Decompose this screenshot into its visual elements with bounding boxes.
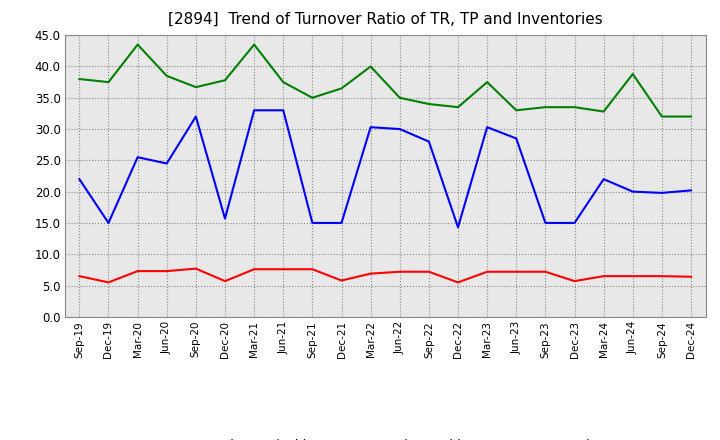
Trade Payables <box>366 125 375 130</box>
Trade Receivables <box>366 271 375 276</box>
Trade Payables <box>657 190 666 195</box>
Trade Receivables <box>541 269 550 275</box>
Trade Receivables <box>395 269 404 275</box>
Trade Payables <box>163 161 171 166</box>
Trade Receivables <box>192 266 200 271</box>
Trade Receivables <box>163 268 171 274</box>
Trade Payables <box>483 125 492 130</box>
Trade Payables <box>395 126 404 132</box>
Trade Receivables <box>337 278 346 283</box>
Trade Receivables <box>599 274 608 279</box>
Trade Receivables <box>570 279 579 284</box>
Trade Payables <box>337 220 346 226</box>
Trade Receivables <box>483 269 492 275</box>
Trade Receivables <box>220 279 229 284</box>
Inventories <box>570 105 579 110</box>
Inventories <box>395 95 404 100</box>
Title: [2894]  Trend of Turnover Ratio of TR, TP and Inventories: [2894] Trend of Turnover Ratio of TR, TP… <box>168 12 603 27</box>
Line: Inventories: Inventories <box>79 44 691 117</box>
Trade Payables <box>220 216 229 221</box>
Inventories <box>366 64 375 69</box>
Inventories <box>599 109 608 114</box>
Inventories <box>541 105 550 110</box>
Trade Payables <box>279 108 287 113</box>
Inventories <box>104 80 113 85</box>
Trade Payables <box>250 108 258 113</box>
Inventories <box>133 42 142 47</box>
Trade Receivables <box>657 274 666 279</box>
Line: Trade Payables: Trade Payables <box>79 110 691 227</box>
Trade Payables <box>104 220 113 226</box>
Inventories <box>629 71 637 77</box>
Inventories <box>483 80 492 85</box>
Trade Receivables <box>454 280 462 285</box>
Trade Payables <box>454 225 462 230</box>
Trade Payables <box>629 189 637 194</box>
Trade Payables <box>425 139 433 144</box>
Trade Receivables <box>512 269 521 275</box>
Line: Trade Receivables: Trade Receivables <box>79 268 691 282</box>
Inventories <box>687 114 696 119</box>
Trade Payables <box>541 220 550 226</box>
Trade Receivables <box>425 269 433 275</box>
Inventories <box>192 84 200 90</box>
Inventories <box>250 42 258 47</box>
Inventories <box>279 80 287 85</box>
Trade Receivables <box>104 280 113 285</box>
Inventories <box>75 77 84 82</box>
Trade Receivables <box>279 267 287 272</box>
Inventories <box>454 105 462 110</box>
Trade Payables <box>570 220 579 226</box>
Inventories <box>512 108 521 113</box>
Trade Receivables <box>133 268 142 274</box>
Trade Payables <box>192 114 200 119</box>
Inventories <box>308 95 317 100</box>
Inventories <box>220 77 229 83</box>
Trade Payables <box>133 154 142 160</box>
Trade Payables <box>75 176 84 182</box>
Trade Payables <box>512 136 521 141</box>
Trade Receivables <box>308 267 317 272</box>
Trade Payables <box>687 188 696 193</box>
Trade Payables <box>308 220 317 226</box>
Trade Receivables <box>75 274 84 279</box>
Legend: Trade Receivables, Trade Payables, Inventories: Trade Receivables, Trade Payables, Inven… <box>161 434 610 440</box>
Inventories <box>337 86 346 91</box>
Inventories <box>657 114 666 119</box>
Trade Receivables <box>250 267 258 272</box>
Inventories <box>163 73 171 78</box>
Trade Payables <box>599 176 608 182</box>
Inventories <box>425 101 433 106</box>
Trade Receivables <box>687 274 696 279</box>
Trade Receivables <box>629 274 637 279</box>
